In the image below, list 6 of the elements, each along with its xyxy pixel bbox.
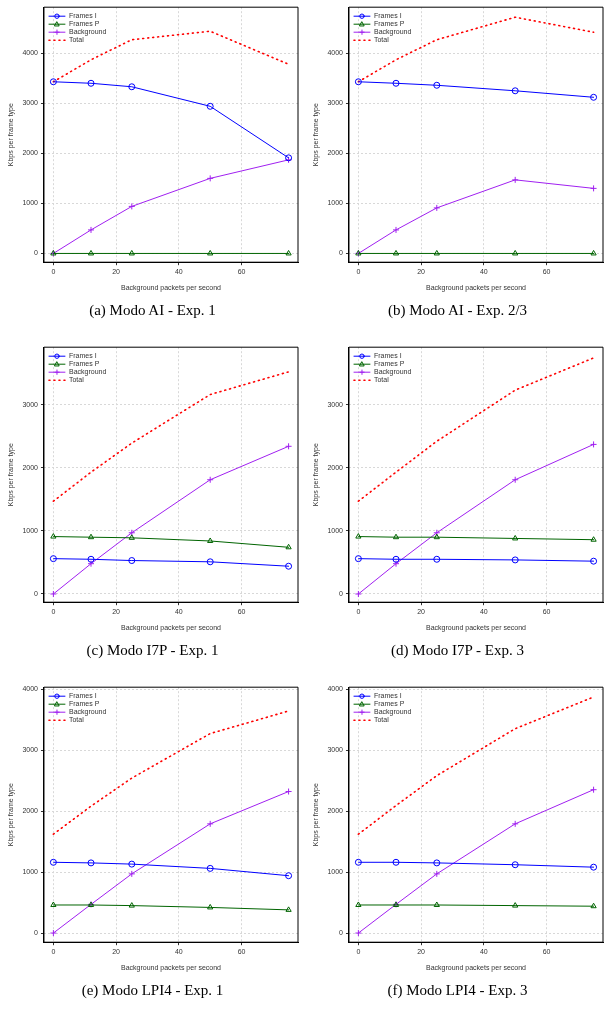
text: (a) Modo AI - Exp. 1 [89,302,216,319]
text: (e) Modo LPI4 - Exp. 1 [81,982,224,999]
text: (f) Modo LPI4 - Exp. 3 [387,982,528,999]
text: (c) Modo I7P - Exp. 1 [86,642,219,659]
text: (b) Modo AI - Exp. 2/3 [387,302,528,319]
text: (d) Modo I7P - Exp. 3 [391,642,524,659]
